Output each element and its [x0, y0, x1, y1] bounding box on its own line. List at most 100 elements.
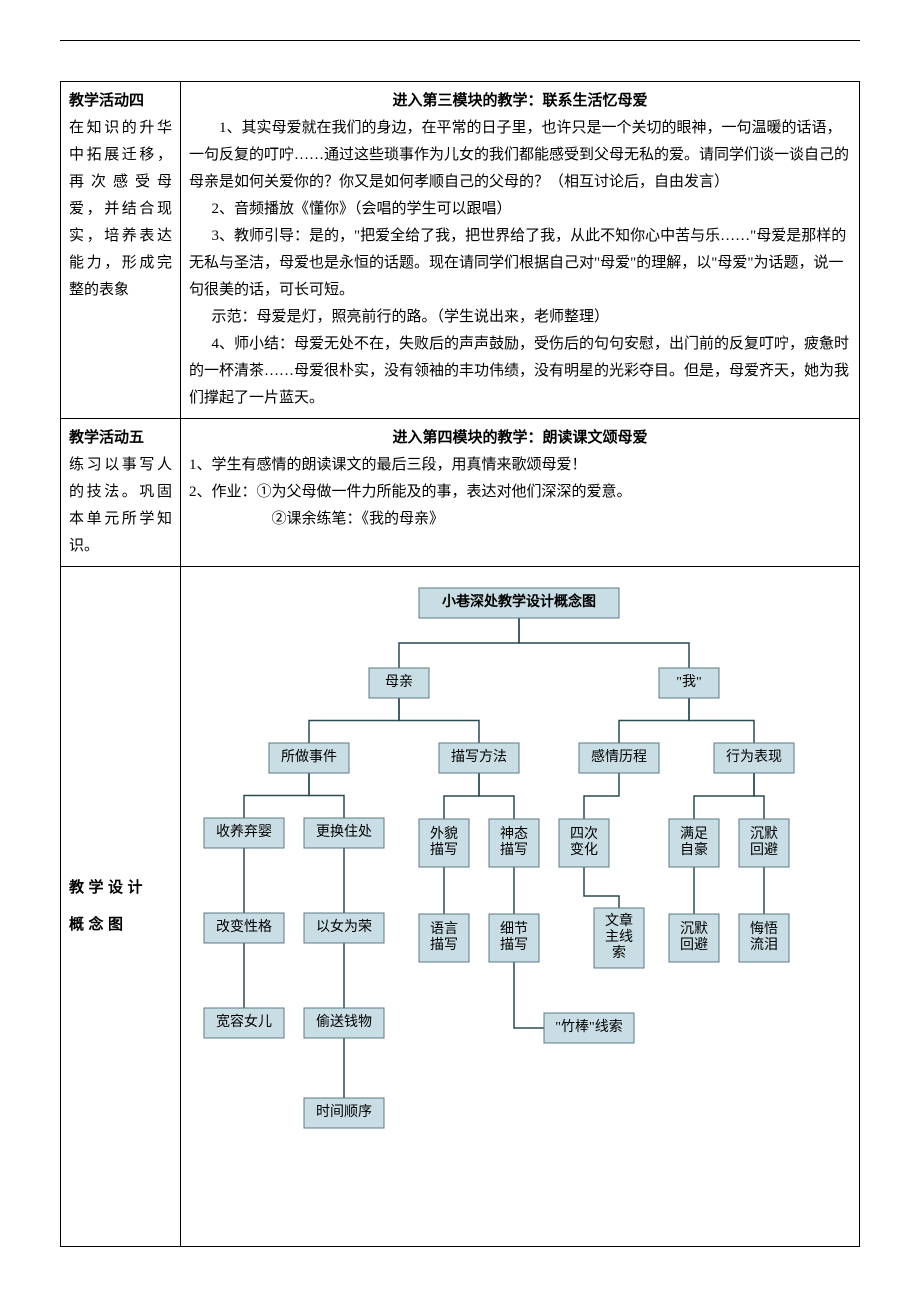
svg-text:描写: 描写 [430, 842, 458, 858]
svg-text:语言: 语言 [430, 921, 458, 937]
activity-4-title: 教学活动四 [69, 88, 172, 115]
row4-left: 教学活动四 在知识的升华中拓展迁移，再次感受母爱，并结合现实，培养表达能力，形成… [61, 82, 181, 419]
top-divider [60, 40, 860, 41]
svg-text:满足: 满足 [680, 826, 708, 842]
concept-node-m1: 外貌描写 [419, 819, 469, 867]
svg-text:神态: 神态 [500, 826, 528, 842]
concept-label-2: 概念图 [69, 912, 172, 939]
svg-text:悔悟: 悔悟 [750, 921, 778, 937]
svg-text:更换住处: 更换住处 [316, 823, 372, 840]
table-row: 教学活动四 在知识的升华中拓展迁移，再次感受母爱，并结合现实，培养表达能力，形成… [61, 82, 860, 419]
svg-text:外貌: 外貌 [430, 826, 458, 842]
concept-label-1: 教学设计 [69, 875, 172, 902]
svg-text:索: 索 [612, 944, 626, 961]
concept-edge [399, 698, 479, 743]
table-row: 教学活动五 练习以事写人的技法。巩固本单元所学知识。 进入第四模块的教学：朗读课… [61, 419, 860, 567]
svg-text:行为表现: 行为表现 [726, 749, 782, 765]
row5-p2: 2、作业：①为父母做一件力所能及的事，表达对他们深深的爱意。 [189, 479, 851, 506]
concept-node-bamboo: "竹棒"线索 [544, 1013, 634, 1043]
concept-node-m3: 语言描写 [419, 914, 469, 962]
concept-node-b1: 满足自豪 [669, 819, 719, 867]
module4-heading: 进入第四模块的教学：朗读课文颂母爱 [189, 425, 851, 452]
svg-text:主线: 主线 [605, 929, 633, 945]
concept-node-ev5: 宽容女儿 [204, 1008, 284, 1038]
activity-4-desc: 在知识的升华中拓展迁移，再次感受母爱，并结合现实，培养表达能力，形成完整的表象 [69, 115, 172, 304]
svg-text:自豪: 自豪 [680, 842, 708, 858]
concept-edge [514, 962, 544, 1028]
svg-text:细节: 细节 [500, 921, 528, 937]
svg-text:宽容女儿: 宽容女儿 [216, 1013, 272, 1030]
svg-text:收养弃婴: 收养弃婴 [216, 824, 272, 840]
concept-node-b2: 沉默回避 [739, 819, 789, 867]
concept-node-ev1: 收养弃婴 [204, 818, 284, 848]
svg-text:偷送钱物: 偷送钱物 [316, 1014, 372, 1030]
svg-text:母亲: 母亲 [385, 674, 413, 690]
concept-node-me: "我" [659, 668, 719, 698]
svg-text:文章: 文章 [605, 912, 633, 929]
svg-text:描写: 描写 [500, 937, 528, 953]
concept-edge [399, 618, 519, 668]
concept-node-mother: 母亲 [369, 668, 429, 698]
row5-p1: 1、学生有感情的朗读课文的最后三段，用真情来歌颂母爱！ [189, 452, 851, 479]
concept-node-events: 所做事件 [269, 743, 349, 773]
concept-node-ev4: 以女为荣 [304, 913, 384, 943]
concept-map: 小巷深处教学设计概念图母亲 "我" 所做事件 描写方法 感情历程 行为表现收养弃婴 更换住处… [189, 573, 849, 1233]
concept-node-emotion: 感情历程 [579, 743, 659, 773]
concept-node-m4: 细节描写 [489, 914, 539, 962]
concept-edge [694, 773, 754, 819]
svg-text:回避: 回避 [680, 937, 708, 953]
concept-edge [244, 773, 309, 818]
svg-text:流泪: 流泪 [750, 937, 778, 953]
concept-node-ev7: 时间顺序 [304, 1098, 384, 1128]
row4-p2: 2、音频播放《懂你》（会唱的学生可以跟唱） [189, 196, 851, 223]
concept-node-root: 小巷深处教学设计概念图 [419, 588, 619, 618]
concept-edge [754, 773, 764, 819]
row6-left: 教学设计 概念图 [61, 567, 181, 1247]
concept-edge [584, 867, 619, 908]
concept-node-em1: 四次变化 [559, 819, 609, 867]
svg-text:时间顺序: 时间顺序 [316, 1104, 372, 1120]
concept-node-em2: 文章主线索 [594, 908, 644, 968]
svg-text:描写: 描写 [500, 842, 528, 858]
concept-node-m2: 神态描写 [489, 819, 539, 867]
concept-edge [479, 773, 514, 819]
activity-5-title: 教学活动五 [69, 425, 172, 452]
concept-node-behav: 行为表现 [714, 743, 794, 773]
concept-edge [584, 773, 619, 819]
row5-p3: ②课余练笔：《我的母亲》 [189, 506, 851, 533]
concept-edge [619, 698, 689, 743]
row4-p4: 示范：母爱是灯，照亮前行的路。（学生说出来，老师整理） [189, 304, 851, 331]
concept-node-ev6: 偷送钱物 [304, 1008, 384, 1038]
activity-5-desc: 练习以事写人的技法。巩固本单元所学知识。 [69, 452, 172, 560]
row5-right: 进入第四模块的教学：朗读课文颂母爱 1、学生有感情的朗读课文的最后三段，用真情来… [181, 419, 860, 567]
svg-text:感情历程: 感情历程 [591, 748, 647, 765]
concept-node-b3: 沉默回避 [669, 914, 719, 962]
svg-text:描写方法: 描写方法 [451, 749, 507, 765]
row4-right: 进入第三模块的教学：联系生活忆母爱 1、其实母爱就在我们的身边，在平常的日子里，… [181, 82, 860, 419]
svg-text:改变性格: 改变性格 [216, 919, 272, 935]
concept-node-ev2: 更换住处 [304, 818, 384, 848]
module3-heading: 进入第三模块的教学：联系生活忆母爱 [189, 88, 851, 115]
concept-edge [519, 618, 689, 668]
concept-node-b4: 悔悟流泪 [739, 914, 789, 962]
svg-text:"竹棒"线索: "竹棒"线索 [555, 1018, 622, 1035]
concept-edge [309, 773, 344, 818]
lesson-table: 教学活动四 在知识的升华中拓展迁移，再次感受母爱，并结合现实，培养表达能力，形成… [60, 81, 860, 1247]
concept-edge [689, 698, 754, 743]
row4-p5: 4、师小结：母爱无处不在，失败后的声声鼓励，受伤后的句句安慰，出门前的反复叮咛，… [189, 331, 851, 412]
table-row: 教学设计 概念图 小巷深处教学设计概念图母亲 "我" 所做事件 描写方法 感情历程 行为表… [61, 567, 860, 1247]
svg-text:所做事件: 所做事件 [281, 749, 337, 765]
row4-p3: 3、教师引导：是的，"把爱全给了我，把世界给了我，从此不知你心中苦与乐……"母爱… [189, 223, 851, 304]
row4-p1: 1、其实母爱就在我们的身边，在平常的日子里，也许只是一个关切的眼神，一句温暖的话… [189, 115, 851, 196]
svg-text:沉默: 沉默 [680, 921, 708, 937]
svg-text:小巷深处教学设计概念图: 小巷深处教学设计概念图 [442, 593, 596, 610]
svg-text:回避: 回避 [750, 842, 778, 858]
svg-text:沉默: 沉默 [750, 826, 778, 842]
svg-text:描写: 描写 [430, 937, 458, 953]
concept-map-cell: 小巷深处教学设计概念图母亲 "我" 所做事件 描写方法 感情历程 行为表现收养弃婴 更换住处… [181, 567, 860, 1247]
concept-edge [444, 773, 479, 819]
row5-left: 教学活动五 练习以事写人的技法。巩固本单元所学知识。 [61, 419, 181, 567]
concept-edge [309, 698, 399, 743]
svg-text:以女为荣: 以女为荣 [316, 918, 372, 935]
svg-text:四次: 四次 [570, 826, 598, 842]
